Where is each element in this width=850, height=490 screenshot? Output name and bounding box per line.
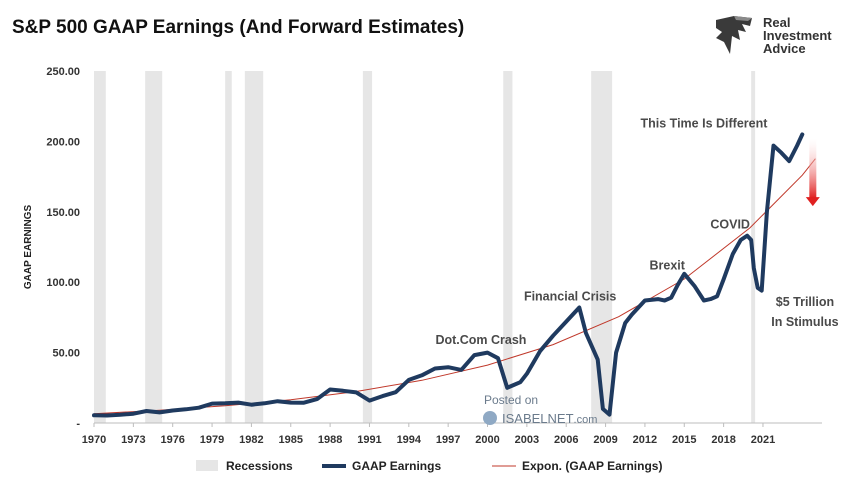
- arrow-head: [805, 197, 820, 207]
- y-tick-label-2: 100.00: [46, 277, 80, 289]
- x-tick-label-8: 1994: [397, 434, 422, 446]
- annotation-5: In Stimulus: [771, 315, 838, 329]
- x-tick-label-9: 1997: [436, 434, 460, 446]
- x-tick-label-6: 1988: [318, 434, 342, 446]
- annotation-6: This Time Is Different: [641, 116, 769, 130]
- x-tick-label-7: 1991: [357, 434, 381, 446]
- earnings-line: [92, 132, 805, 418]
- x-tick-label-2: 1976: [160, 434, 184, 446]
- recession-band-3: [244, 71, 264, 423]
- x-tick-label-17: 2021: [751, 434, 775, 446]
- x-tick-label-0: 1970: [82, 434, 106, 446]
- legend: Recessions GAAP Earnings Expon. (GAAP Earn…: [196, 459, 662, 473]
- annotations: Dot.Com Crash Financial Crisis Brexit COVID…: [435, 116, 838, 347]
- x-tick-label-5: 1985: [279, 434, 303, 446]
- annotation-3: COVID: [710, 218, 750, 232]
- recession-band-4: [362, 71, 373, 423]
- y-tick-label-3: 150.00: [46, 207, 80, 219]
- isabelnet-watermark: Posted on ISABELNET.com: [483, 393, 597, 426]
- watermark-line-1: Posted on: [484, 393, 538, 407]
- recession-band-5: [503, 71, 513, 423]
- axes: - 50.00 100.00 150.00 200.00 250.00 1970 1973 19…: [46, 66, 822, 446]
- y-tick-label-1: 50.00: [52, 348, 80, 360]
- y-tick-label-5: 250.00: [46, 66, 80, 78]
- recession-band-0: [94, 71, 106, 423]
- x-tick-label-16: 2018: [711, 434, 735, 446]
- x-tick-label-3: 1979: [200, 434, 224, 446]
- x-tick-label-1: 1973: [121, 434, 145, 446]
- recession-band-2: [225, 71, 232, 423]
- globe-icon: [483, 411, 497, 425]
- legend-label-0: Recessions: [226, 459, 293, 473]
- x-tick-label-13: 2009: [593, 434, 617, 446]
- eagle-icon: [716, 16, 752, 54]
- annotation-0: Dot.Com Crash: [435, 333, 526, 347]
- recession-bands: [94, 71, 756, 423]
- recession-band-1: [145, 71, 163, 423]
- trend-line: [93, 158, 816, 415]
- y-axis-label: GAAP EARNINGS: [23, 205, 34, 290]
- legend-label-1: GAAP Earnings: [352, 459, 441, 473]
- x-tick-label-14: 2012: [633, 434, 657, 446]
- brand-logo: Real Investment Advice: [712, 14, 842, 60]
- annotation-4: $5 Trillion: [776, 295, 834, 309]
- x-tick-label-10: 2000: [475, 434, 499, 446]
- recession-band-6: [591, 71, 613, 423]
- x-tick-label-4: 1982: [239, 434, 263, 446]
- annotation-2: Brexit: [649, 259, 685, 273]
- logo-line-1: Real: [763, 15, 791, 30]
- annotation-1: Financial Crisis: [524, 290, 616, 304]
- watermark-line-2: ISABELNET.com: [502, 411, 597, 426]
- arrow-shaft: [809, 138, 817, 199]
- x-tick-label-15: 2015: [672, 434, 696, 446]
- legend-label-2: Expon. (GAAP Earnings): [522, 459, 662, 473]
- logo-line-2: Investment: [763, 28, 832, 43]
- chart-title: S&P 500 GAAP Earnings (And Forward Estim…: [12, 17, 465, 38]
- series-lines: [92, 132, 816, 418]
- y-tick-label-4: 200.00: [46, 136, 80, 148]
- x-tick-label-12: 2006: [554, 434, 578, 446]
- y-tick-label-0: -: [76, 418, 80, 430]
- logo-line-3: Advice: [763, 41, 806, 56]
- x-tick-label-11: 2003: [515, 434, 539, 446]
- legend-swatch-recessions: [196, 460, 218, 471]
